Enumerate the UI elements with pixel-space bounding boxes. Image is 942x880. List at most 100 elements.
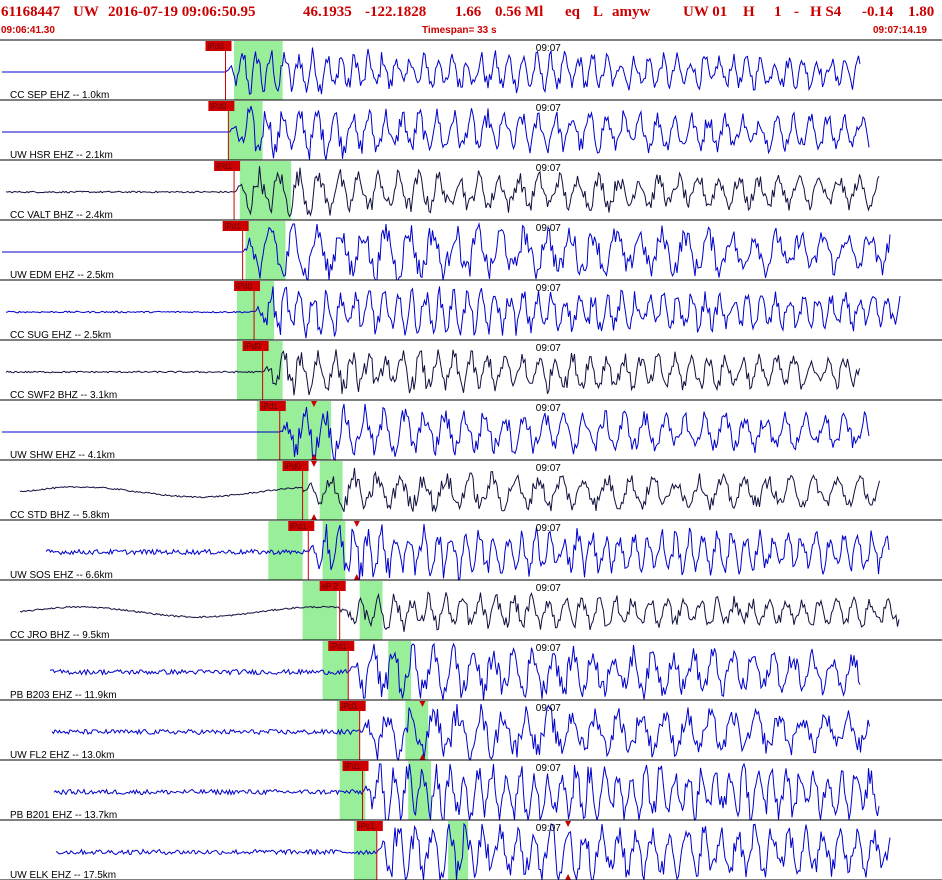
time-tick-label: 09:07 bbox=[536, 343, 561, 354]
p-window bbox=[353, 821, 377, 880]
start-time: 09:06:41.30 bbox=[1, 25, 55, 36]
waveform-trace bbox=[5, 349, 860, 396]
s-marker-bottom bbox=[419, 754, 426, 760]
review-status: H S4 bbox=[810, 4, 842, 20]
p-pick-label: iPc1 bbox=[359, 822, 375, 831]
waveform-trace bbox=[55, 822, 891, 880]
time-tick-label: 09:07 bbox=[536, 223, 561, 234]
p-window bbox=[239, 161, 292, 220]
s-window bbox=[359, 581, 383, 640]
p-pick-label: iPd1 bbox=[342, 702, 359, 711]
s-window bbox=[408, 761, 432, 820]
waveform-trace bbox=[2, 105, 870, 161]
p-pick-label-box bbox=[339, 701, 366, 711]
latitude: 46.1935 bbox=[303, 4, 352, 20]
waveform-trace bbox=[53, 762, 880, 822]
p-pick-label: iPd0 bbox=[208, 42, 225, 51]
s-marker-top bbox=[565, 821, 572, 827]
p-pick-label-box bbox=[242, 341, 269, 351]
timespan: Timespan= 33 s bbox=[422, 25, 497, 36]
station-label: CC SEP EHZ -- 1.0km bbox=[10, 90, 109, 101]
p-pick-label-box bbox=[205, 41, 232, 51]
s-marker-bottom bbox=[311, 454, 317, 460]
value-2: 1.80 bbox=[908, 4, 935, 20]
waveform-trace bbox=[51, 703, 870, 762]
end-time: 09:07:14.19 bbox=[873, 25, 927, 36]
station-label: PB B201 EHZ -- 13.7km bbox=[10, 810, 117, 821]
station-label: CC SWF2 BHZ -- 3.1km bbox=[10, 390, 117, 401]
waveform-trace bbox=[19, 591, 900, 632]
station-label: UW ELK EHZ -- 17.5km bbox=[10, 870, 116, 880]
origin-datetime: 2016-07-19 09:06:50.95 bbox=[108, 4, 256, 20]
p-pick-label: eP 2 bbox=[322, 582, 339, 591]
time-tick-label: 09:07 bbox=[536, 583, 561, 594]
p-pick-label: iPd0 bbox=[245, 342, 262, 351]
network-code: UW bbox=[73, 4, 99, 20]
p-window bbox=[245, 221, 286, 280]
p-pick-label: iPd0 bbox=[285, 462, 302, 471]
p-pick-label-box bbox=[234, 281, 261, 291]
time-range-line: 09:06:41.30 Timespan= 33 s 09:07:14.19 bbox=[0, 24, 942, 38]
waveform-trace bbox=[45, 523, 890, 582]
field-2: - bbox=[794, 4, 799, 20]
p-window bbox=[234, 41, 283, 100]
field-1: 1 bbox=[774, 4, 782, 20]
value-1: -0.14 bbox=[862, 4, 894, 20]
p-pick-label: iPd1 bbox=[262, 402, 279, 411]
longitude: -122.1828 bbox=[365, 4, 427, 20]
event-id: 61168447 bbox=[1, 4, 61, 20]
time-tick-label: 09:07 bbox=[536, 643, 561, 654]
s-marker-top bbox=[353, 521, 360, 527]
station-label: PB B203 EHZ -- 11.9km bbox=[10, 690, 117, 701]
s-window bbox=[319, 461, 343, 520]
waveform-trace bbox=[49, 642, 861, 701]
p-pick-label: iPd0 bbox=[236, 282, 253, 291]
depth: 1.66 bbox=[455, 4, 482, 20]
time-tick-label: 09:07 bbox=[536, 463, 561, 474]
station-label: CC VALT BHZ -- 2.4km bbox=[10, 210, 113, 221]
s-marker-top bbox=[311, 401, 317, 407]
magnitude: 0.56 Ml bbox=[495, 4, 544, 20]
station-label: UW SHW EHZ -- 4.1km bbox=[10, 450, 115, 461]
station-label: UW EDM EHZ -- 2.5km bbox=[10, 270, 114, 281]
time-tick-label: 09:07 bbox=[536, 283, 561, 294]
s-marker-bottom bbox=[353, 574, 360, 580]
s-marker-top bbox=[311, 461, 317, 467]
station-label: UW SOS EHZ -- 6.6km bbox=[10, 570, 113, 581]
time-tick-label: 09:07 bbox=[536, 703, 561, 714]
s-window bbox=[322, 521, 346, 580]
author: amyw bbox=[612, 4, 651, 20]
waveform-trace bbox=[2, 403, 870, 462]
p-pick-label-box bbox=[288, 521, 315, 531]
station-label: CC JRO BHZ -- 9.5km bbox=[10, 630, 109, 641]
p-pick-label-box bbox=[282, 461, 309, 471]
p-pick-label-box bbox=[259, 401, 286, 411]
p-pick-label-box bbox=[342, 761, 369, 771]
station-label: UW HSR EHZ -- 2.1km bbox=[10, 150, 113, 161]
p-pick-label: iPd1 bbox=[330, 642, 347, 651]
p-pick-label-box bbox=[356, 821, 383, 831]
waveform-trace bbox=[5, 165, 880, 218]
p-pick-label: iPd1 bbox=[216, 162, 233, 171]
time-tick-label: 09:07 bbox=[536, 763, 561, 774]
location-flag: L bbox=[593, 4, 604, 20]
s-marker-bottom bbox=[311, 514, 317, 520]
station-label: CC SUG EHZ -- 2.5km bbox=[10, 330, 111, 341]
s-marker-top bbox=[419, 701, 426, 707]
time-tick-label: 09:07 bbox=[536, 103, 561, 114]
waveform-trace bbox=[2, 222, 891, 282]
waveform-trace bbox=[2, 47, 861, 95]
quality: H bbox=[743, 4, 755, 20]
event-summary-line: 61168447 UW 2016-07-19 09:06:50.95 46.19… bbox=[0, 0, 942, 24]
time-tick-label: 09:07 bbox=[536, 43, 561, 54]
p-pick-label: iPd0 bbox=[210, 102, 227, 111]
s-window bbox=[448, 821, 469, 880]
time-tick-label: 09:07 bbox=[536, 403, 561, 414]
event-type: eq bbox=[565, 4, 580, 20]
source: UW 01 bbox=[683, 4, 728, 20]
p-pick-label: iPd1 bbox=[345, 762, 362, 771]
p-pick-label: iPd1 bbox=[225, 222, 242, 231]
s-marker-bottom bbox=[565, 874, 572, 880]
p-pick-label-box bbox=[328, 641, 355, 651]
p-pick-label-box bbox=[214, 161, 241, 171]
